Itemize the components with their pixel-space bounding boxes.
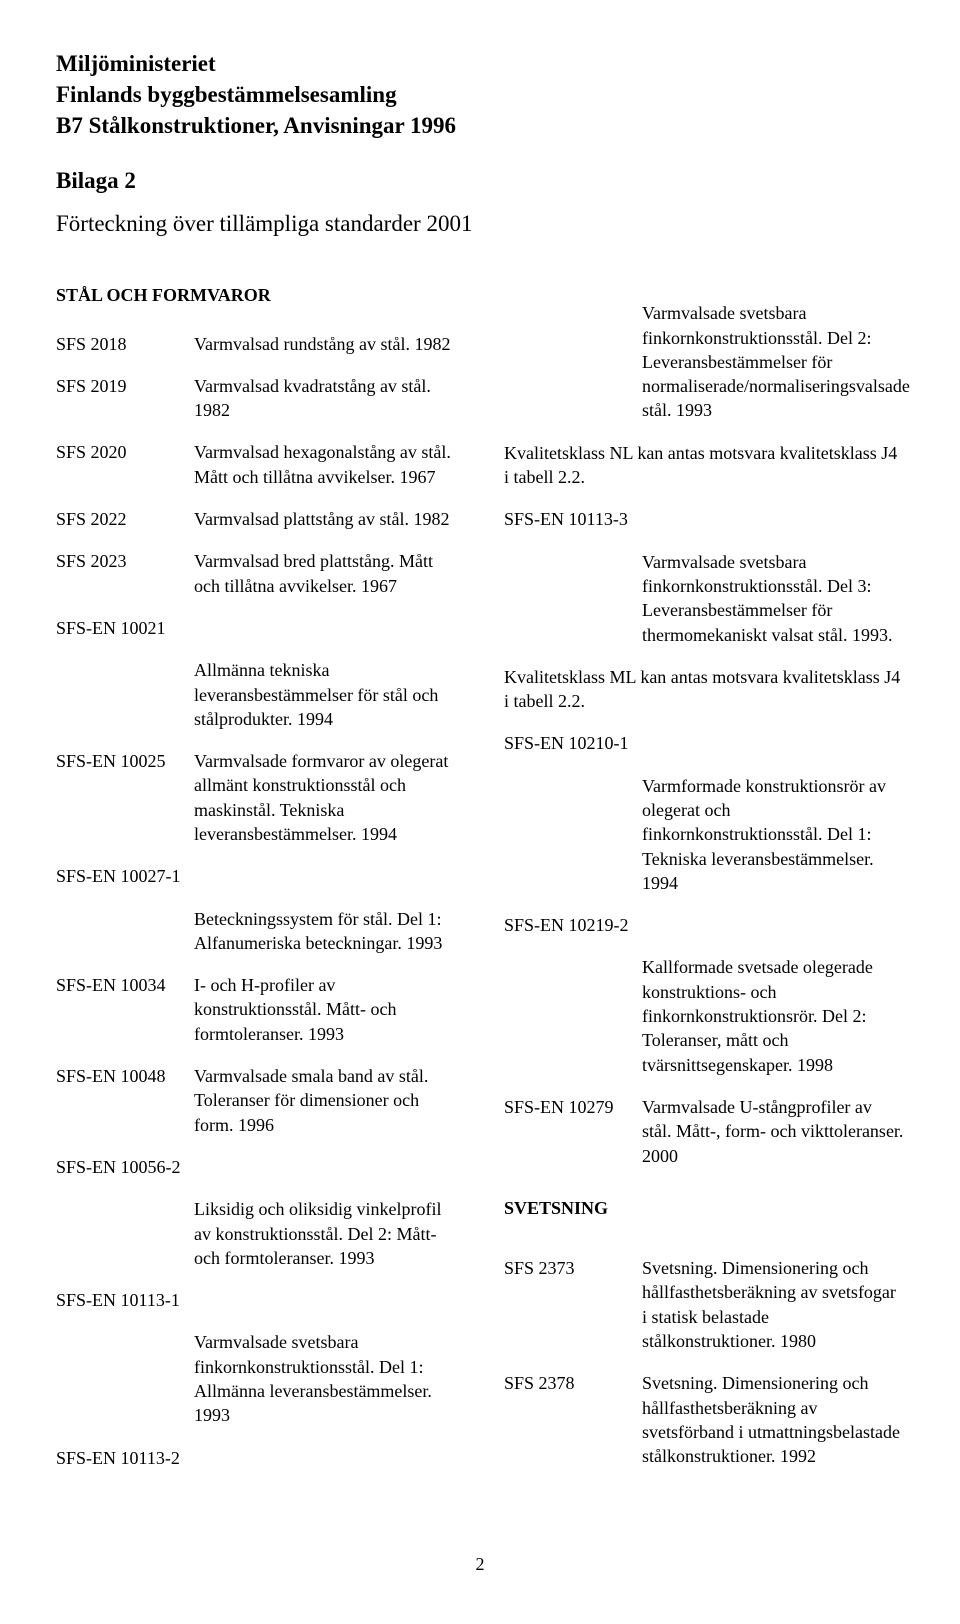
standard-entry: SFS 2020 Varmvalsad hexagonalstång av st… [56,440,456,489]
standard-code: SFS 2373 [504,1256,642,1353]
standard-entry: SFS-EN 10056-2 Liksidig och oliksidig vi… [56,1155,456,1270]
standard-desc: Varmformade konstruktionsrör av olegerat… [642,774,904,895]
standard-desc: Varmvalsade svetsbara finkornkonstruktio… [642,550,904,647]
standard-code: SFS-EN 10219-2 [504,913,904,937]
standard-entry: SFS 2018 Varmvalsad rundstång av stål. 1… [56,332,456,356]
standard-code: SFS-EN 10021 [56,616,456,640]
standard-desc: Varmvalsad plattstång av stål. 1982 [194,507,456,531]
bilaga-heading: Bilaga 2 [56,165,904,196]
standard-desc: Allmänna tekniska leveransbestämmelser f… [194,658,456,731]
standard-desc: Varmvalsade formvaror av olegerat allmän… [194,749,456,846]
standard-entry: SFS-EN 10034 I- och H-profiler av konstr… [56,973,456,1046]
standard-code: SFS 2023 [56,549,194,598]
standard-desc: Varmvalsad hexagonalstång av stål. Mått … [194,440,456,489]
standard-entry: Varmvalsade svetsbara finkornkonstruktio… [504,301,904,422]
note-text: Kvalitetsklass ML kan antas motsvara kva… [504,665,904,714]
standard-code: SFS-EN 10048 [56,1064,194,1137]
standard-code: SFS-EN 10113-3 [504,507,904,531]
standard-code: SFS 2022 [56,507,194,531]
document-header: Miljöministeriet Finlands byggbestämmels… [56,48,904,239]
standard-entry: SFS-EN 10210-1 Varmformade konstruktions… [504,731,904,895]
standard-entry: SFS-EN 10021 Allmänna tekniska leveransb… [56,616,456,731]
note-text: Kvalitetsklass NL kan antas motsvara kva… [504,441,904,490]
header-line-3: B7 Stålkonstruktioner, Anvisningar 1996 [56,110,904,141]
standard-entry: SFS 2022 Varmvalsad plattstång av stål. … [56,507,456,531]
intro-text: Förteckning över tillämpliga standarder … [56,208,904,239]
standard-entry: SFS-EN 10048 Varmvalsade smala band av s… [56,1064,456,1137]
section-heading-welding: SVETSNING [504,1196,904,1220]
standard-code: SFS 2378 [504,1371,642,1468]
standard-desc: Beteckningssystem för stål. Del 1: Alfan… [194,907,456,956]
standard-desc: I- och H-profiler av konstruktionsstål. … [194,973,456,1046]
standard-code: SFS 2019 [56,374,194,423]
content-columns: STÅL OCH FORMVAROR SFS 2018 Varmvalsad r… [56,283,904,1488]
standard-desc: Varmvalsade smala band av stål. Tolerans… [194,1064,456,1137]
header-line-2: Finlands byggbestämmelsesamling [56,79,904,110]
standard-entry: SFS-EN 10113-2 [56,1446,456,1470]
left-column: STÅL OCH FORMVAROR SFS 2018 Varmvalsad r… [56,283,456,1488]
standard-desc: Kallformade svetsade olegerade konstrukt… [642,955,904,1076]
right-column: Varmvalsade svetsbara finkornkonstruktio… [504,283,904,1488]
standard-code: SFS-EN 10034 [56,973,194,1046]
standard-entry: SFS-EN 10113-3 Varmvalsade svetsbara fin… [504,507,904,646]
standard-entry: SFS 2023 Varmvalsad bred plattstång. Måt… [56,549,456,598]
standard-code: SFS-EN 10025 [56,749,194,846]
standard-desc: Svetsning. Dimensionering och hållfasthe… [642,1256,904,1353]
standard-code: SFS-EN 10113-2 [56,1446,456,1470]
standard-code: SFS-EN 10113-1 [56,1288,456,1312]
standard-entry: SFS 2373 Svetsning. Dimensionering och h… [504,1256,904,1353]
header-line-1: Miljöministeriet [56,48,904,79]
standard-entry: SFS-EN 10025 Varmvalsade formvaror av ol… [56,749,456,846]
standard-code: SFS-EN 10279 [504,1095,642,1168]
standard-entry: SFS-EN 10219-2 Kallformade svetsade oleg… [504,913,904,1077]
standard-desc: Varmvalsad rundstång av stål. 1982 [194,332,456,356]
standard-desc: Liksidig och oliksidig vinkelprofil av k… [194,1197,456,1270]
standard-code: SFS-EN 10056-2 [56,1155,456,1179]
standard-desc: Varmvalsade svetsbara finkornkonstruktio… [194,1330,456,1427]
standard-code: SFS-EN 10027-1 [56,864,456,888]
page-number: 2 [56,1552,904,1576]
standard-desc: Svetsning. Dimensionering och hållfasthe… [642,1371,904,1468]
standard-desc: Varmvalsad bred plattstång. Mått och til… [194,549,456,598]
standard-entry: SFS 2019 Varmvalsad kvadratstång av stål… [56,374,456,423]
standard-entry: SFS 2378 Svetsning. Dimensionering och h… [504,1371,904,1468]
section-heading-steel: STÅL OCH FORMVAROR [56,283,456,307]
standard-code: SFS 2018 [56,332,194,356]
standard-desc: Varmvalsad kvadratstång av stål. 1982 [194,374,456,423]
standard-entry: SFS-EN 10113-1 Varmvalsade svetsbara fin… [56,1288,456,1427]
standard-desc: Varmvalsade U-stångprofiler av stål. Måt… [642,1095,904,1168]
standard-code: SFS 2020 [56,440,194,489]
standard-desc: Varmvalsade svetsbara finkornkonstruktio… [642,301,904,422]
standard-code: SFS-EN 10210-1 [504,731,904,755]
standard-entry: SFS-EN 10027-1 Beteckningssystem för stå… [56,864,456,955]
standard-entry: SFS-EN 10279 Varmvalsade U-stångprofiler… [504,1095,904,1168]
